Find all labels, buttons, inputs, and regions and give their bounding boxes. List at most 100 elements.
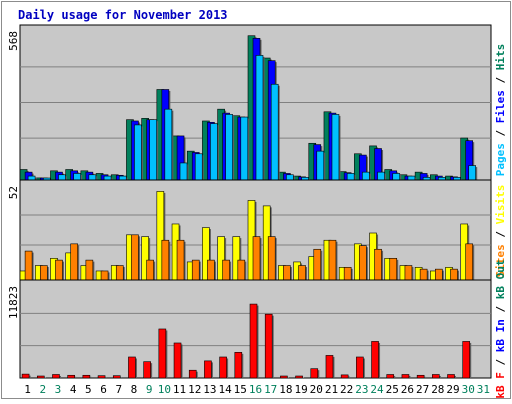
bar-sites-day-11 xyxy=(176,239,185,281)
legend-hits: Hits xyxy=(494,44,507,71)
legend-sep: / xyxy=(494,352,507,372)
y-max-label: 568 xyxy=(7,31,20,51)
x-axis-day-labels: 1 2 3 4 5 6 7 8 9 10 11 12 13 14 15 16 17 18 19 20 21 22 23 24 2… xyxy=(24,383,490,396)
bar-pages-day-6 xyxy=(103,175,112,181)
x-label-day-17: 17 xyxy=(264,383,277,396)
bar-kb-f-day-2 xyxy=(36,375,45,379)
bar-sites-day-26 xyxy=(404,265,413,281)
panel-hits-files-pages: 568 xyxy=(7,24,492,181)
bar-pages-day-1 xyxy=(27,175,36,181)
x-label-day-4: 4 xyxy=(70,383,77,396)
bar-kb-f-day-23 xyxy=(356,356,364,379)
bar-pages-day-16 xyxy=(255,55,264,181)
bar-kb-f-day-6 xyxy=(97,375,106,379)
bar-sites-day-17 xyxy=(267,236,276,281)
x-label-day-5: 5 xyxy=(85,383,92,396)
bar-pages-day-20 xyxy=(316,150,325,181)
x-label-day-29: 29 xyxy=(446,383,459,396)
bar-pages-day-25 xyxy=(392,173,401,181)
x-label-day-11: 11 xyxy=(173,383,186,396)
x-label-day-6: 6 xyxy=(100,383,107,396)
bar-kb-f-day-14 xyxy=(219,356,227,379)
bar-sites-day-30 xyxy=(465,243,474,281)
bar-kb-f-day-19 xyxy=(295,375,303,379)
x-label-day-20: 20 xyxy=(310,383,323,396)
legend-visits: Visits xyxy=(494,185,507,225)
legend-kb: kB F / kB In / kB Out xyxy=(494,259,507,398)
bar-sites-day-27 xyxy=(419,268,428,281)
x-label-day-22: 22 xyxy=(340,383,353,396)
bar-sites-day-15 xyxy=(237,259,246,281)
bar-pages-day-24 xyxy=(377,171,385,181)
bar-kb-f-day-29 xyxy=(447,374,455,379)
y-max-label: 11823 xyxy=(7,286,20,319)
bar-kb-f-day-24 xyxy=(371,341,379,379)
legend-sep: / xyxy=(494,70,507,90)
bar-pages-day-5 xyxy=(88,174,97,181)
bar-pages-day-7 xyxy=(118,175,127,181)
bar-kb-f-day-26 xyxy=(401,374,410,379)
bar-sites-day-20 xyxy=(313,248,322,281)
bar-pages-day-21 xyxy=(331,114,340,181)
x-label-day-9: 9 xyxy=(146,383,153,396)
bar-sites-day-16 xyxy=(252,236,261,281)
bar-pages-day-26 xyxy=(407,175,416,181)
legend-sep: / xyxy=(494,224,507,244)
bar-sites-day-22 xyxy=(343,267,352,281)
x-label-day-1: 1 xyxy=(24,383,31,396)
bar-kb-f-day-27 xyxy=(416,374,425,379)
y-max-label: 52 xyxy=(7,186,20,199)
legend-sites-visits: Sites / Visits xyxy=(494,185,507,278)
bar-pages-day-11 xyxy=(179,162,188,181)
bar-pages-day-17 xyxy=(270,83,279,181)
bar-sites-day-23 xyxy=(359,245,367,281)
bar-kb-f-day-22 xyxy=(340,374,349,379)
bar-pages-day-14 xyxy=(225,114,233,181)
x-label-day-3: 3 xyxy=(55,383,62,396)
bar-sites-day-3 xyxy=(55,259,63,281)
bar-sites-day-18 xyxy=(283,265,291,281)
bar-sites-day-2 xyxy=(39,265,48,281)
bar-sites-day-29 xyxy=(450,268,458,281)
x-label-day-24: 24 xyxy=(370,383,384,396)
bar-kb-f-day-15 xyxy=(234,352,243,379)
bar-kb-f-day-11 xyxy=(173,342,182,379)
x-label-day-15: 15 xyxy=(234,383,247,396)
legend-files: Files xyxy=(494,90,507,123)
x-label-day-30: 30 xyxy=(462,383,475,396)
x-label-day-13: 13 xyxy=(203,383,216,396)
bar-sites-day-5 xyxy=(85,259,94,281)
bar-sites-day-13 xyxy=(207,259,215,281)
x-label-day-10: 10 xyxy=(158,383,171,396)
bar-pages-day-3 xyxy=(58,174,66,181)
bar-kb-f-day-20 xyxy=(310,368,319,379)
x-label-day-28: 28 xyxy=(431,383,444,396)
bar-kb-f-day-28 xyxy=(432,374,440,379)
bar-pages-day-10 xyxy=(164,108,173,181)
legend-sites: Sites xyxy=(494,244,507,277)
bar-pages-day-12 xyxy=(194,153,203,181)
x-label-day-8: 8 xyxy=(131,383,138,396)
bar-pages-day-13 xyxy=(210,123,218,181)
x-label-day-18: 18 xyxy=(279,383,292,396)
bar-pages-day-23 xyxy=(362,171,370,181)
bar-kb-f-day-4 xyxy=(67,374,75,379)
x-label-day-16: 16 xyxy=(249,383,262,396)
bar-pages-day-8 xyxy=(134,124,142,181)
x-label-day-21: 21 xyxy=(325,383,338,396)
x-label-day-14: 14 xyxy=(218,383,232,396)
bar-sites-day-24 xyxy=(374,248,382,281)
bar-kb-f-day-10 xyxy=(158,328,167,379)
bar-kb-f-day-5 xyxy=(82,374,91,379)
bar-pages-day-15 xyxy=(240,116,249,181)
bar-kb-f-day-9 xyxy=(143,361,151,379)
panel-visits-sites: 52 xyxy=(7,179,492,281)
x-label-day-7: 7 xyxy=(115,383,122,396)
bar-kb-f-day-17 xyxy=(264,313,273,379)
legend-sep: / xyxy=(494,123,507,143)
bar-sites-day-7 xyxy=(115,265,124,281)
bar-sites-day-19 xyxy=(298,265,306,281)
